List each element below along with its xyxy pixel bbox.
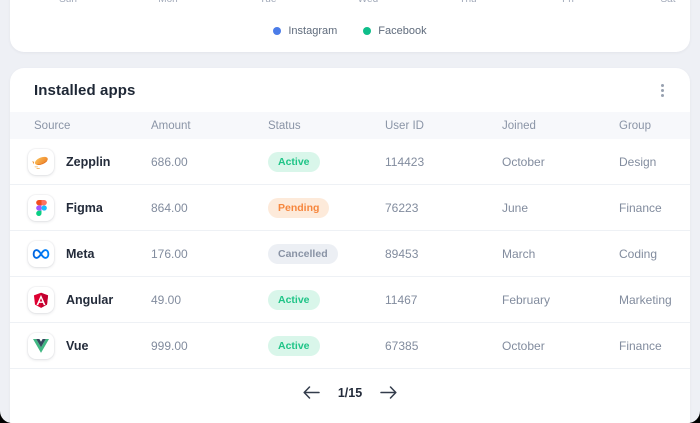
arrow-right-icon[interactable] [378,384,399,401]
table-row[interactable]: Vue 999.00 Active 67385 October Finance [10,323,690,369]
column-header-source: Source [34,119,71,132]
page-title: Installed apps [34,81,136,99]
amount-cell: 999.00 [151,338,188,353]
group-cell: Marketing [619,292,672,307]
chart-card: Sun Mon Tue Wed Thu Fri Sat Instagram Fa… [10,0,690,52]
app-name: Zepplin [66,154,111,169]
app-name: Figma [66,200,103,215]
legend-item-facebook[interactable]: Facebook [363,25,427,37]
instagram-legend-dot-icon [273,27,282,35]
status-badge: Active [268,335,320,356]
status-cell: Cancelled [268,243,385,264]
legend-item-instagram[interactable]: Instagram [273,25,337,37]
source-cell: Angular [28,286,151,313]
legend-label: Instagram [288,25,338,37]
source-cell: Meta [28,240,151,267]
status-cell: Active [268,289,385,310]
group-cell: Design [619,154,657,169]
source-cell: Zepplin [28,148,151,175]
app-name: Angular [66,292,114,307]
user-id-cell: 114423 [385,154,425,169]
chart-legend: Instagram Facebook [10,25,690,37]
table-header-row: Source Amount Status User ID Joined Grou… [10,112,690,139]
installed-apps-card: Installed apps Source Amount Status User… [10,68,690,423]
amount-cell: 686.00 [151,154,188,169]
status-badge: Active [268,289,320,310]
arrow-left-icon[interactable] [301,384,322,401]
x-tick-thu: Thu [456,0,480,5]
status-badge: Pending [268,197,330,218]
source-cell: Vue [28,332,151,359]
joined-cell: October [502,154,545,169]
column-header-amount: Amount [151,119,191,132]
joined-cell: June [502,200,529,215]
joined-cell: February [502,292,551,307]
amount-cell: 49.00 [151,292,182,307]
column-header-group: Group [619,119,651,132]
chart-x-axis: Sun Mon Tue Wed Thu Fri Sat [10,0,690,5]
app-name: Vue [66,338,89,353]
legend-label: Facebook [378,25,427,37]
status-cell: Active [268,151,385,172]
source-cell: Figma [28,194,151,221]
app-name: Meta [66,246,95,261]
x-tick-fri: Fri [556,0,580,5]
x-tick-wed: Wed [356,0,380,5]
group-cell: Coding [619,246,658,261]
table-row[interactable]: Zepplin 686.00 Active 114423 October Des… [10,139,690,185]
x-tick-tue: Tue [256,0,280,5]
user-id-cell: 76223 [385,200,419,215]
status-cell: Pending [268,197,385,218]
vue-logo-icon [28,332,54,359]
zepplin-logo-icon [28,148,54,175]
page-indicator: 1/15 [337,385,363,400]
x-tick-sun: Sun [56,0,80,5]
joined-cell: October [502,338,545,353]
figma-logo-icon [28,194,54,221]
column-header-user-id: User ID [385,119,424,132]
table-row[interactable]: Angular 49.00 Active 11467 February Mark… [10,277,690,323]
status-badge: Cancelled [268,243,338,264]
user-id-cell: 11467 [385,292,418,307]
card-header: Installed apps [10,68,690,112]
meta-logo-icon [28,240,54,267]
amount-cell: 864.00 [151,200,188,215]
pagination: 1/15 [10,369,690,416]
status-cell: Active [268,335,385,356]
table-row[interactable]: Figma 864.00 Pending 76223 June Finance [10,185,690,231]
kebab-menu-icon[interactable] [657,80,668,101]
user-id-cell: 67385 [385,338,419,353]
status-badge: Active [268,151,320,172]
x-tick-sat: Sat [656,0,680,5]
column-header-joined: Joined [502,119,536,132]
amount-cell: 176.00 [151,246,188,261]
joined-cell: March [502,246,536,261]
angular-logo-icon [28,286,54,313]
user-id-cell: 89453 [385,246,419,261]
column-header-status: Status [268,119,301,132]
facebook-legend-dot-icon [363,27,372,35]
table-row[interactable]: Meta 176.00 Cancelled 89453 March Coding [10,231,690,277]
x-tick-mon: Mon [156,0,180,5]
group-cell: Finance [619,200,662,215]
group-cell: Finance [619,338,662,353]
